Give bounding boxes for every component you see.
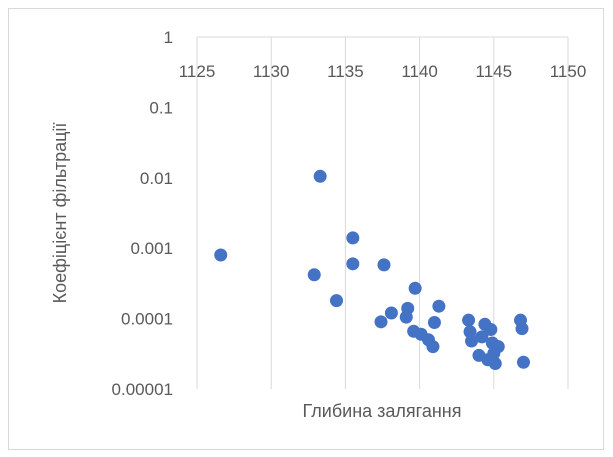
x-tick-label: 1130: [253, 62, 290, 81]
x-tick-label: 1125: [179, 62, 216, 81]
chart-area: [8, 8, 604, 450]
y-tick-labels: 1 0.1 0.01 0.001 0.0001 0.00001: [112, 28, 173, 399]
data-point: [515, 322, 529, 336]
data-point: [313, 169, 327, 183]
y-axis-title: Коефіцієнт фільтрації: [50, 123, 70, 304]
y-tick-label: 0.00001: [112, 380, 173, 399]
data-point: [399, 310, 413, 324]
y-tick-label: 0.1: [149, 98, 173, 117]
data-point: [465, 334, 479, 348]
x-tick-labels: 1125 1130 1135 1140 1145 1150: [179, 62, 587, 81]
x-axis-title: Глибина залягання: [303, 401, 462, 421]
axes: [196, 36, 568, 389]
y-tick-label: 0.0001: [121, 310, 173, 329]
data-point: [491, 340, 505, 354]
data-point: [426, 340, 440, 354]
data-point: [329, 294, 343, 308]
data-point: [377, 258, 391, 272]
data-point: [516, 355, 530, 369]
data-point: [408, 281, 422, 295]
data-point: [374, 315, 388, 329]
data-point: [462, 313, 476, 327]
data-point: [488, 357, 502, 371]
data-point: [214, 248, 228, 262]
data-point: [346, 257, 360, 271]
y-tick-label: 0.001: [130, 239, 173, 258]
x-tick-label: 1140: [401, 62, 438, 81]
x-tick-label: 1135: [327, 62, 364, 81]
data-point: [475, 330, 489, 344]
y-tick-label: 1: [164, 28, 173, 47]
data-point: [432, 299, 446, 313]
data-point: [484, 323, 498, 337]
x-tick-label: 1150: [550, 62, 587, 81]
gridlines: [270, 37, 569, 389]
y-tick-label: 0.01: [140, 169, 173, 188]
data-point: [384, 306, 398, 320]
x-tick-label: 1145: [476, 62, 513, 81]
data-point: [346, 231, 360, 245]
data-point: [307, 268, 321, 282]
data-point: [427, 316, 441, 330]
data-points: [214, 169, 530, 371]
